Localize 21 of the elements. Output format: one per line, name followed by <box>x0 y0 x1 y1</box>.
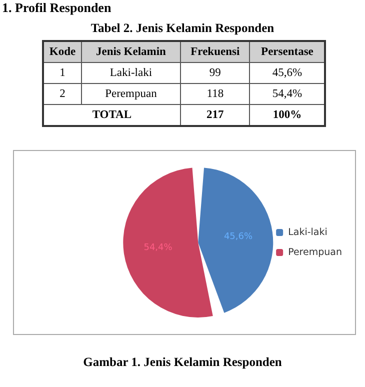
legend-label: Perempuan <box>288 247 342 258</box>
text: 1 <box>43 62 82 84</box>
text: 100% <box>250 104 325 126</box>
text: 54,4% <box>250 84 325 104</box>
text: 99 <box>180 62 250 84</box>
text: Kode <box>43 41 82 62</box>
text: 118 <box>180 84 250 104</box>
data-label: 45,6% <box>224 232 253 242</box>
text: Persentase <box>250 41 325 62</box>
text: Frekuensi <box>180 41 250 62</box>
text: 1. Profil Responden <box>2 0 112 16</box>
text: TOTAL <box>43 104 180 126</box>
text: Perempuan <box>82 84 180 104</box>
text: 217 <box>180 104 250 126</box>
text: Jenis Kelamin <box>82 41 180 62</box>
text: Laki-laki <box>82 62 180 84</box>
legend-label: Laki-laki <box>288 227 328 238</box>
text: 45,6% <box>250 62 325 84</box>
text: Tabel 2. Jenis Kelamin Responden <box>90 21 276 36</box>
text: 2 <box>43 84 82 104</box>
text: Gambar 1. Jenis Kelamin Responden <box>82 355 283 370</box>
